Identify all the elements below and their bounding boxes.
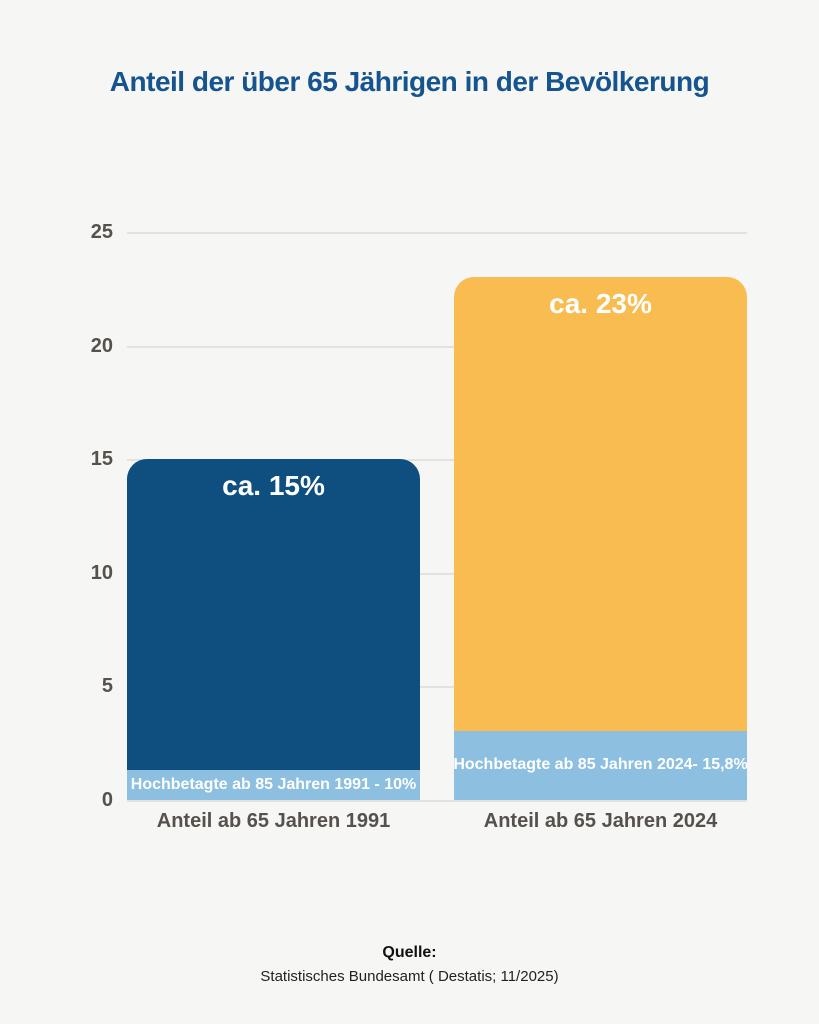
source-label: Quelle: [382, 944, 437, 961]
y-tick-label-15: 15 [90, 448, 113, 471]
y-tick-label-0: 0 [101, 789, 113, 811]
bar-value-label-1991: ca. 15% [222, 470, 325, 502]
bar-1991: ca. 15% Hochbetagte ab 85 Jahren 1991 - 1… [127, 459, 420, 800]
gridline-5 [127, 686, 747, 689]
gridline-0 [127, 800, 747, 802]
sub-segment-2024: Hochbetagte ab 85 Jahren 2024- 15,8% [454, 730, 747, 800]
sub-segment-label-2024: Hochbetagte ab 85 Jahren 2024- 15,8% [454, 756, 747, 774]
y-tick-label-10: 10 [90, 561, 113, 584]
gridline-20 [127, 345, 747, 348]
chart-title: Anteil der über 65 Jährigen in der Bevöl… [109, 66, 710, 97]
source-text: Statistisches Bundesamt ( Destatis; 11/2… [260, 968, 559, 985]
x-tick-label-1991: Anteil ab 65 Jahren 1991 [156, 810, 391, 832]
gridline-25 [127, 232, 747, 234]
bar-value-label-2024: ca. 23% [549, 288, 652, 320]
x-tick-label-2024: Anteil ab 65 Jahren 2024 [483, 810, 718, 832]
y-tick-label-5: 5 [101, 675, 113, 698]
y-tick-label-25: 25 [90, 221, 113, 243]
sub-segment-label-1991: Hochbetagte ab 85 Jahren 1991 - 10% [130, 776, 417, 794]
plot-area: 25 20 15 10 5 0 ca. 15% Hochbetagte ab 85 Jahre… [91, 221, 747, 832]
source-footer: Quelle: Statistisches Bundesamt ( Destat… [0, 944, 819, 985]
gridline-10 [127, 572, 747, 575]
gridline-15 [127, 459, 747, 462]
y-tick-label-20: 20 [90, 334, 113, 357]
bar-2024: ca. 23% Hochbetagte ab 85 Jahren 2024- 15… [454, 277, 747, 800]
sub-segment-1991: Hochbetagte ab 85 Jahren 1991 - 10% [127, 770, 420, 800]
